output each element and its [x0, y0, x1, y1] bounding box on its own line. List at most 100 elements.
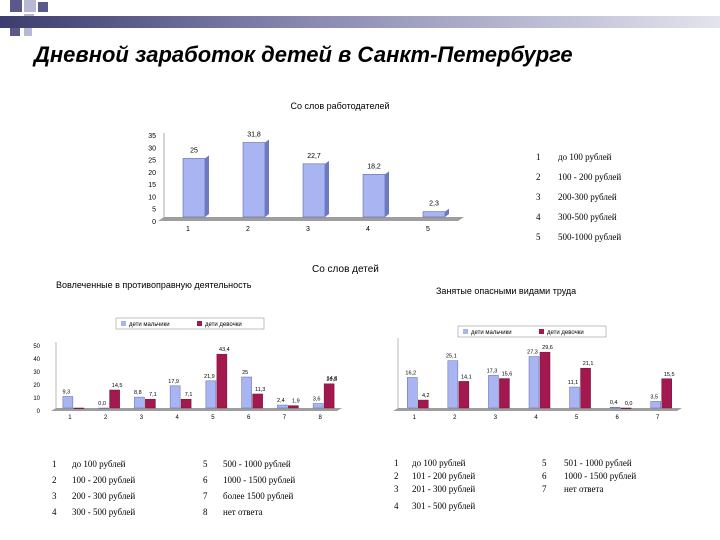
legend-item: 5 500 - 1000 рублей	[203, 459, 291, 469]
x-tick-label: 6	[247, 415, 251, 421]
data-label: 17,9	[168, 379, 179, 385]
decor-square	[10, 0, 22, 12]
legend-item: 4 300-500 рублей	[536, 212, 617, 222]
legend-item: 3 201 - 300 рублей	[394, 484, 475, 494]
data-label: 14,1	[461, 374, 472, 380]
data-label: 0,0	[98, 401, 106, 407]
bar-girls	[499, 378, 510, 409]
legend-item: 6 1000 - 1500 рублей	[542, 471, 636, 481]
bar-girls	[180, 398, 192, 409]
data-label: 21,9	[204, 374, 215, 380]
data-label: 14,3	[327, 376, 338, 382]
y-tick-label: 20	[148, 170, 156, 177]
y-tick-label: 40	[33, 357, 40, 363]
data-label: 11,1	[568, 380, 578, 386]
legend-text: нет ответа	[223, 507, 263, 517]
data-label: 7,1	[149, 392, 157, 398]
legend-item: 1 до 100 рублей	[536, 152, 612, 162]
legend-text: более 1500 рублей	[223, 491, 294, 501]
x-tick-label: 7	[656, 415, 660, 421]
x-tick-label: 1	[413, 415, 417, 421]
legend-number: 1	[536, 152, 541, 162]
bar-girls	[288, 405, 299, 409]
chart-floor	[51, 408, 342, 411]
bar-side	[385, 171, 389, 217]
bar-girls	[539, 351, 551, 409]
x-tick-label: 3	[140, 415, 144, 421]
series-legend-swatch	[197, 321, 202, 326]
legend-text: 200-300 рублей	[558, 192, 617, 202]
bar-side	[445, 208, 449, 217]
x-tick-label: 8	[318, 415, 322, 421]
legend-text: до 100 рублей	[72, 459, 126, 469]
legend-text: 200 - 300 рублей	[72, 491, 136, 501]
data-label: 27,3	[527, 350, 538, 356]
y-tick-label: 25	[148, 158, 156, 165]
legend-item: 1 до 100 рублей	[394, 458, 466, 468]
legend-item: 7 более 1500 рублей	[203, 491, 293, 501]
legend-item: 2 101 - 200 рублей	[394, 471, 475, 481]
x-tick-label: 5	[211, 415, 215, 421]
data-label: 3,6	[313, 397, 321, 403]
legend-number: 1	[394, 458, 399, 468]
hazardous-labor-chart: дети мальчики дети девочки 16,2 4,2 1 25,1 14,…	[393, 325, 682, 421]
y-tick-label: 10	[148, 194, 156, 201]
legend-text: 300-500 рублей	[558, 212, 617, 222]
legend-number: 2	[394, 471, 399, 481]
legend-text: 100 - 200 рублей	[558, 172, 622, 182]
bar-girls	[661, 378, 672, 409]
legend-item: 3 200-300 рублей	[536, 192, 617, 202]
legend-item: 2 100 - 200 рублей	[52, 475, 135, 485]
data-label: 14,5	[112, 383, 123, 389]
bar-boys	[528, 356, 540, 409]
legend-item: 3 200 - 300 рублей	[52, 491, 135, 501]
bar-girls	[252, 393, 263, 409]
x-tick-label: 2	[104, 415, 108, 421]
series-legend-box	[457, 325, 607, 338]
legend-number: 2	[52, 475, 57, 485]
legend-item: 8 нет ответа	[203, 507, 263, 517]
legend-text: 500 - 1000 рублей	[223, 459, 291, 469]
bar	[362, 174, 386, 218]
bar-boys	[62, 396, 74, 409]
bar-girls	[580, 367, 591, 409]
data-label: 2,4	[277, 398, 285, 404]
legend-text: 101 - 200 рублей	[412, 471, 476, 481]
data-label: 22,7	[307, 153, 321, 160]
decor-square	[38, 2, 48, 12]
legend-item: 1 до 100 рублей	[52, 459, 126, 469]
series-legend-swatch	[539, 329, 544, 334]
y-tick-label: 35	[148, 133, 156, 140]
data-label: 21,1	[583, 361, 594, 367]
x-tick-label: 5	[575, 415, 579, 421]
bar-girls	[418, 399, 429, 409]
bar-boys	[407, 377, 418, 409]
bar-side	[265, 139, 269, 217]
legend-text: нет ответа	[564, 484, 604, 494]
illegal-chart-title: Вовлеченные в противоправную деятельност…	[56, 280, 252, 290]
legend-item: 4 300 - 500 рублей	[52, 507, 135, 517]
legend-item: 5 500-1000 рублей	[536, 232, 621, 242]
y-tick-label: 5	[152, 207, 156, 214]
bar-girls	[109, 389, 120, 409]
bar-boys	[169, 385, 181, 409]
bar-girls	[458, 381, 470, 409]
bar-boys	[277, 404, 288, 409]
data-label: 11,3	[255, 387, 265, 393]
bar-side	[325, 160, 329, 217]
x-tick-label: 2	[453, 415, 457, 421]
data-label: 1,9	[292, 399, 300, 405]
bar-girls	[73, 407, 85, 409]
y-tick-label: 50	[33, 344, 40, 350]
hazardous-chart-title: Занятые опасными видами труда	[436, 286, 577, 296]
legend-number: 6	[203, 475, 208, 485]
x-tick-label: 2	[246, 226, 250, 233]
bar-boys	[569, 386, 580, 409]
data-label: 29,6	[542, 345, 553, 351]
title-gradient-bar	[0, 16, 720, 28]
data-label: 4,2	[422, 393, 430, 399]
legend-text: 1000 - 1500 рублей	[564, 471, 637, 481]
data-label: 2,3	[429, 201, 439, 208]
legend-text: 301 - 500 рублей	[412, 501, 476, 511]
x-tick-label: 6	[615, 415, 619, 421]
